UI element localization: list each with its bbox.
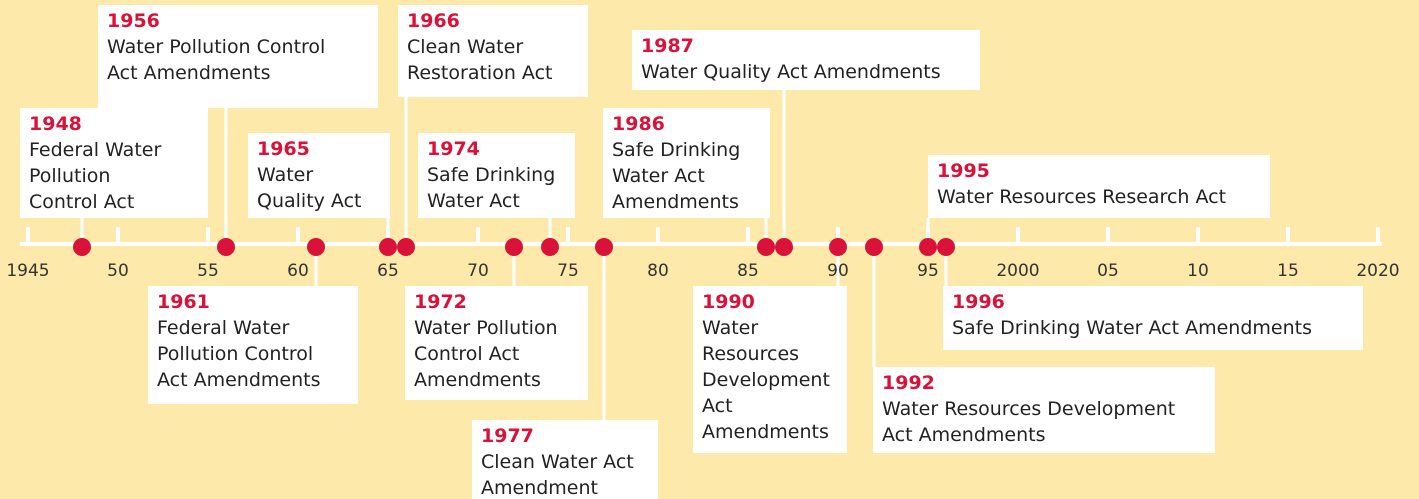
- event-text: Act Amendments: [882, 424, 1046, 446]
- event-year: 1990: [702, 291, 755, 313]
- event-text: Clean Water: [407, 36, 523, 58]
- event-dot: [775, 238, 793, 256]
- event-dot: [757, 238, 775, 256]
- tick-label: 90: [827, 261, 849, 281]
- event-box: [418, 133, 575, 218]
- event-year: 1966: [407, 10, 460, 32]
- event-dot: [937, 238, 955, 256]
- event-text: Pollution Control: [157, 343, 313, 365]
- tick-label: 85: [737, 261, 759, 281]
- event-dot: [505, 238, 523, 256]
- event-year: 1965: [257, 138, 310, 160]
- event-text: Water Act: [427, 190, 520, 212]
- event-text: Act Amendments: [107, 62, 271, 84]
- event-box: [943, 286, 1363, 350]
- event-box: [98, 5, 378, 108]
- event-box: [472, 420, 658, 499]
- event-text: Federal Water: [29, 139, 161, 161]
- event-text: Water Resources Development: [882, 398, 1175, 420]
- event-text: Safe Drinking Water Act Amendments: [952, 317, 1312, 339]
- event-text: Development: [702, 369, 830, 391]
- event-text: Safe Drinking: [612, 139, 740, 161]
- tick-label: 75: [557, 261, 579, 281]
- event-year: 1974: [427, 138, 480, 160]
- event-box: [632, 30, 980, 90]
- event-box: [398, 5, 588, 97]
- event-text: Act Amendments: [157, 369, 321, 391]
- event-text: Resources: [702, 343, 799, 365]
- event-box: [405, 286, 588, 400]
- event-text: Water: [257, 164, 313, 186]
- event-year: 1977: [481, 425, 534, 447]
- event-text: Quality Act: [257, 190, 362, 212]
- event-year: 1995: [937, 160, 990, 182]
- tick-label: 55: [197, 261, 219, 281]
- event-text: Restoration Act: [407, 62, 552, 84]
- event-text: Amendments: [702, 421, 829, 443]
- event-box: [928, 155, 1270, 218]
- event-dot: [829, 238, 847, 256]
- event-text: Amendments: [414, 369, 541, 391]
- event-year: 1961: [157, 291, 210, 313]
- event-text: Control Act: [29, 191, 134, 213]
- event-text: Clean Water Act: [481, 451, 634, 473]
- tick-label: 10: [1187, 261, 1209, 281]
- event-dot: [919, 238, 937, 256]
- event-text: Act: [702, 395, 733, 417]
- tick-label: 80: [647, 261, 669, 281]
- tick-label: 50: [107, 261, 129, 281]
- event-box: [693, 286, 847, 453]
- tick-label: 2020: [1356, 261, 1399, 281]
- event-dot: [379, 238, 397, 256]
- event-text: Water Resources Research Act: [937, 186, 1226, 208]
- event-box: [20, 108, 208, 218]
- event-text: Water: [702, 317, 758, 339]
- event-year: 1992: [882, 372, 935, 394]
- event-text: Amendments: [612, 191, 739, 213]
- tick-label: 2000: [996, 261, 1039, 281]
- event-year: 1972: [414, 291, 467, 313]
- tick-label: 05: [1097, 261, 1119, 281]
- event-text: Control Act: [414, 343, 519, 365]
- tick-label: 60: [287, 261, 309, 281]
- event-year: 1956: [107, 10, 160, 32]
- event-text: Water Act: [612, 165, 705, 187]
- event-text: Water Quality Act Amendments: [641, 61, 941, 83]
- tick-label: 70: [467, 261, 489, 281]
- event-dot: [865, 238, 883, 256]
- event-year: 1996: [952, 291, 1005, 313]
- event-year: 1986: [612, 113, 665, 135]
- tick-label: 15: [1277, 261, 1299, 281]
- tick-label: 1945: [6, 261, 49, 281]
- event-box: [248, 133, 390, 218]
- event-text: Federal Water: [157, 317, 289, 339]
- event-box: [873, 367, 1215, 453]
- event-text: Water Pollution Control: [107, 36, 325, 58]
- event-dot: [595, 238, 613, 256]
- tick-label: 95: [917, 261, 939, 281]
- event-text: Safe Drinking: [427, 164, 555, 186]
- tick-label: 65: [377, 261, 399, 281]
- event-dot: [541, 238, 559, 256]
- event-dot: [73, 238, 91, 256]
- event-text: Amendment: [481, 477, 598, 499]
- event-dot: [307, 238, 325, 256]
- event-dot: [397, 238, 415, 256]
- event-year: 1987: [641, 35, 694, 57]
- event-box: [603, 108, 770, 218]
- event-text: Pollution: [29, 165, 110, 187]
- event-box: [148, 286, 358, 404]
- event-year: 1948: [29, 113, 82, 135]
- event-text: Water Pollution: [414, 317, 558, 339]
- event-dot: [217, 238, 235, 256]
